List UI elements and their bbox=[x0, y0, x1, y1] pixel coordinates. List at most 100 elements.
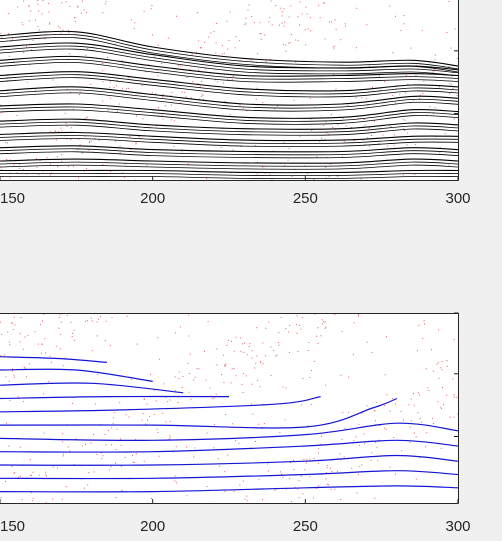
stipple-dot bbox=[323, 2, 325, 4]
stipple-dot bbox=[451, 84, 453, 86]
stipple-dot bbox=[298, 480, 300, 482]
stipple-dot bbox=[437, 401, 439, 403]
stipple-dot bbox=[37, 25, 39, 27]
stipple-dot bbox=[279, 7, 281, 9]
stipple-dot bbox=[85, 117, 87, 119]
stipple-dot bbox=[313, 497, 314, 499]
streamline-series-2 bbox=[0, 55, 458, 77]
stipple-dot bbox=[238, 443, 240, 445]
stipple-dot bbox=[366, 341, 368, 343]
stipple-dot bbox=[35, 89, 37, 91]
stipple-dot bbox=[206, 178, 207, 180]
streamline-strand bbox=[0, 172, 458, 177]
stipple-dot bbox=[97, 374, 99, 376]
stipple-dot bbox=[130, 149, 132, 150]
streamline-series-7 bbox=[0, 439, 458, 453]
stipple-dot bbox=[233, 368, 235, 370]
stipple-dot bbox=[328, 133, 330, 135]
stipple-dot bbox=[254, 367, 256, 369]
streamline-series-6 bbox=[0, 422, 458, 441]
stipple-dot bbox=[288, 351, 290, 353]
stipple-dot bbox=[248, 346, 250, 348]
stipple-dot bbox=[392, 52, 394, 54]
stipple-dot bbox=[334, 19, 336, 21]
stipple-dot bbox=[318, 462, 320, 464]
stipple-dot bbox=[111, 317, 113, 318]
stipple-dot bbox=[210, 32, 212, 34]
stipple-dot bbox=[204, 41, 206, 43]
stipple-dot bbox=[347, 104, 349, 106]
stipple-dot bbox=[102, 164, 104, 166]
stipple-dot bbox=[125, 414, 127, 416]
streamline-series-3 bbox=[0, 395, 230, 400]
stipple-dot bbox=[448, 66, 450, 68]
stipple-dot bbox=[258, 423, 260, 425]
stipple-dot bbox=[432, 417, 434, 419]
stipple-dot bbox=[382, 134, 384, 136]
stipple-dot bbox=[278, 342, 280, 343]
stipple-dot bbox=[8, 55, 10, 57]
stipple-dot bbox=[345, 125, 347, 127]
stipple-dot bbox=[62, 433, 64, 435]
stipple-dot bbox=[180, 102, 182, 104]
stipple-dot bbox=[453, 339, 455, 341]
stipple-dot bbox=[227, 48, 229, 50]
stipple-dot bbox=[345, 25, 346, 27]
stipple-dot bbox=[188, 373, 190, 374]
stipple-dot bbox=[186, 77, 188, 78]
stipple-dot bbox=[143, 399, 145, 400]
stipple-dot bbox=[321, 319, 323, 321]
stipple-dot bbox=[432, 113, 434, 115]
stipple-dot bbox=[10, 322, 12, 324]
stipple-dot bbox=[364, 443, 366, 445]
stipple-dot bbox=[228, 40, 230, 41]
stipple-dot bbox=[213, 397, 215, 399]
stipple-dot bbox=[314, 360, 316, 362]
stipple-dot bbox=[68, 32, 70, 34]
stipple-dot bbox=[169, 420, 171, 422]
stipple-dot bbox=[150, 8, 152, 10]
stipple-dot bbox=[67, 446, 69, 448]
stipple-dot bbox=[328, 484, 329, 486]
stipple-dot bbox=[457, 413, 458, 415]
stipple-dot bbox=[141, 419, 143, 421]
stipple-dot bbox=[305, 6, 307, 8]
stipple-dot bbox=[42, 0, 44, 1]
plot-area bbox=[0, 313, 458, 503]
stipple-dot bbox=[304, 469, 306, 471]
stipple-dot bbox=[70, 321, 72, 323]
stipple-dot bbox=[399, 93, 401, 95]
stipple-dot bbox=[45, 502, 47, 503]
stipple-dot bbox=[415, 64, 417, 66]
stipple-dot bbox=[58, 131, 60, 133]
stipple-dot bbox=[343, 140, 345, 142]
stipple-dot bbox=[297, 350, 299, 352]
stipple-dot bbox=[245, 375, 247, 377]
stipple-dot bbox=[184, 91, 186, 93]
stipple-dot bbox=[417, 350, 418, 352]
stipple-dot bbox=[29, 459, 31, 460]
stipple-dot bbox=[325, 384, 327, 386]
stipple-dot bbox=[8, 445, 10, 447]
stipple-dot bbox=[327, 465, 329, 466]
stipple-dot bbox=[284, 165, 286, 167]
stipple-dot bbox=[23, 366, 25, 368]
stipple-dot bbox=[52, 498, 54, 500]
stipple-dot bbox=[69, 450, 71, 452]
stipple-dot bbox=[122, 172, 124, 174]
stipple-dot bbox=[316, 156, 318, 158]
stipple-dot bbox=[366, 24, 368, 26]
stipple-dot bbox=[224, 100, 226, 102]
stipple-dot bbox=[43, 313, 45, 315]
stipple-dot bbox=[253, 22, 255, 24]
streamline-strand bbox=[0, 164, 458, 170]
stipple-dot bbox=[44, 38, 46, 40]
stipple-dot bbox=[279, 471, 281, 473]
stipple-dot bbox=[254, 145, 256, 147]
stipple-dot bbox=[6, 422, 7, 424]
stipple-dot bbox=[242, 480, 244, 482]
stipple-dot bbox=[0, 321, 2, 323]
stipple-dot bbox=[102, 63, 104, 64]
stipple-dot bbox=[194, 376, 196, 378]
stipple-dot bbox=[391, 95, 393, 96]
